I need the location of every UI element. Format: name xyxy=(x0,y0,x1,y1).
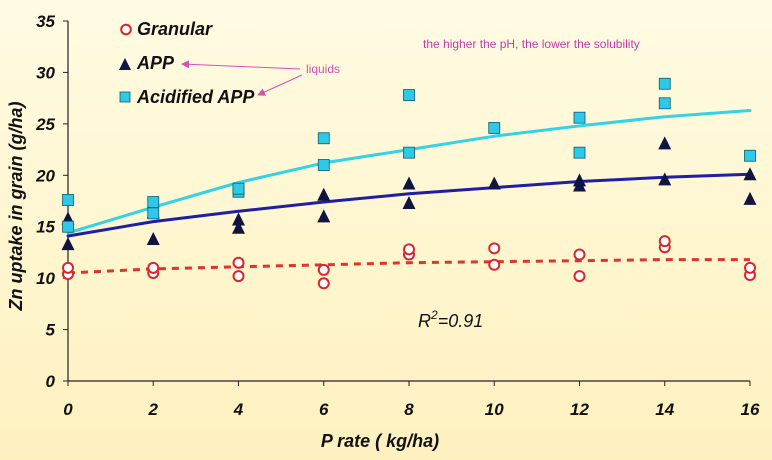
point-acidified-app xyxy=(62,194,74,206)
y-tick-label: 0 xyxy=(46,372,56,391)
x-tick-label: 16 xyxy=(741,400,760,419)
legend-marker-app xyxy=(119,58,131,70)
legend-marker-acidified-app xyxy=(119,91,131,103)
x-tick-label: 6 xyxy=(319,400,329,419)
y-tick-label: 35 xyxy=(36,12,55,31)
r-squared-base: R xyxy=(418,311,431,331)
liquids-arrow-to-app xyxy=(181,60,301,70)
point-acidified-app xyxy=(147,207,160,220)
point-acidified-app xyxy=(317,159,330,171)
trend-line-app xyxy=(66,172,752,238)
liquids-arrow-to-acidified xyxy=(257,74,303,96)
point-acidified-app xyxy=(573,146,586,159)
point-acidified-app xyxy=(317,132,330,145)
point-granular xyxy=(317,277,330,290)
legend-item-acidified-app: Acidified APP xyxy=(119,87,255,107)
point-app xyxy=(487,176,501,190)
point-granular xyxy=(403,243,415,256)
point-app xyxy=(402,176,416,190)
x-tick-label: 0 xyxy=(63,400,73,419)
plot-area: 0 5 10 15 20 25 30 35 0 2 4 6 8 10 12 14 16 xyxy=(35,12,760,419)
x-tick-label: 12 xyxy=(570,400,589,419)
point-granular xyxy=(744,261,756,274)
legend-label-granular: Granular xyxy=(137,19,213,39)
r-squared-value: =0.91 xyxy=(438,311,484,331)
point-app xyxy=(317,209,331,223)
point-app xyxy=(61,237,75,251)
x-axis-ticks: 0 2 4 6 8 10 12 14 16 xyxy=(63,381,760,419)
x-tick-label: 8 xyxy=(404,400,414,419)
point-app xyxy=(317,187,331,201)
legend-item-app: APP xyxy=(119,53,175,73)
point-acidified-app xyxy=(658,97,671,110)
point-granular xyxy=(658,235,671,248)
point-granular xyxy=(573,248,586,261)
point-acidified-app xyxy=(403,89,415,101)
y-tick-label: 30 xyxy=(36,63,55,82)
y-tick-label: 25 xyxy=(35,115,55,134)
trend-line-granular xyxy=(67,258,750,275)
point-acidified-app xyxy=(658,77,671,90)
y-tick-label: 10 xyxy=(36,269,55,288)
point-app xyxy=(232,220,245,234)
point-granular xyxy=(147,261,160,274)
r-squared-annotation: R2=0.91 xyxy=(418,308,483,331)
y-axis-ticks: 0 5 10 15 20 25 30 35 xyxy=(35,12,68,391)
point-granular xyxy=(488,258,501,271)
point-app xyxy=(743,167,757,181)
legend-marker-granular xyxy=(120,23,132,36)
liquids-callout: liquids xyxy=(181,60,340,96)
point-granular xyxy=(488,242,501,255)
legend-item-granular: Granular xyxy=(120,19,213,39)
y-axis-label: Zn uptake in grain (g/ha) xyxy=(6,101,26,311)
point-granular xyxy=(232,256,245,269)
point-acidified-app xyxy=(147,196,160,208)
x-tick-label: 2 xyxy=(148,400,159,419)
legend-label-acidified-app: Acidified APP xyxy=(136,87,255,107)
x-tick-label: 4 xyxy=(233,400,244,419)
x-axis-label: P rate ( kg/ha) xyxy=(321,431,439,451)
liquids-annotation: liquids xyxy=(306,62,340,76)
point-granular xyxy=(573,270,586,283)
point-granular xyxy=(62,261,74,274)
point-granular xyxy=(317,263,330,276)
y-tick-label: 15 xyxy=(36,218,55,237)
point-acidified-app xyxy=(744,149,756,162)
point-app xyxy=(232,212,245,226)
point-acidified-app xyxy=(232,182,245,195)
legend-label-app: APP xyxy=(136,53,175,73)
point-app xyxy=(743,191,757,205)
y-tick-label: 5 xyxy=(46,321,56,340)
point-app xyxy=(658,172,672,186)
point-app xyxy=(658,136,672,150)
point-acidified-app xyxy=(62,220,74,233)
legend: Granular APP Acidified APP xyxy=(119,19,255,107)
r-squared-superscript: 2 xyxy=(430,308,438,322)
data-points xyxy=(61,77,757,290)
point-app xyxy=(573,173,586,187)
point-app xyxy=(402,196,416,210)
x-tick-label: 10 xyxy=(485,400,504,419)
y-tick-label: 20 xyxy=(35,166,55,185)
point-app xyxy=(146,232,160,246)
point-granular xyxy=(232,270,245,283)
point-acidified-app xyxy=(403,146,415,159)
point-acidified-app xyxy=(573,111,586,124)
x-tick-label: 14 xyxy=(655,400,674,419)
solubility-note: the higher the pH, the lower the solubil… xyxy=(423,37,640,51)
trend-line-acidified-app xyxy=(66,109,752,235)
point-acidified-app xyxy=(488,122,501,134)
